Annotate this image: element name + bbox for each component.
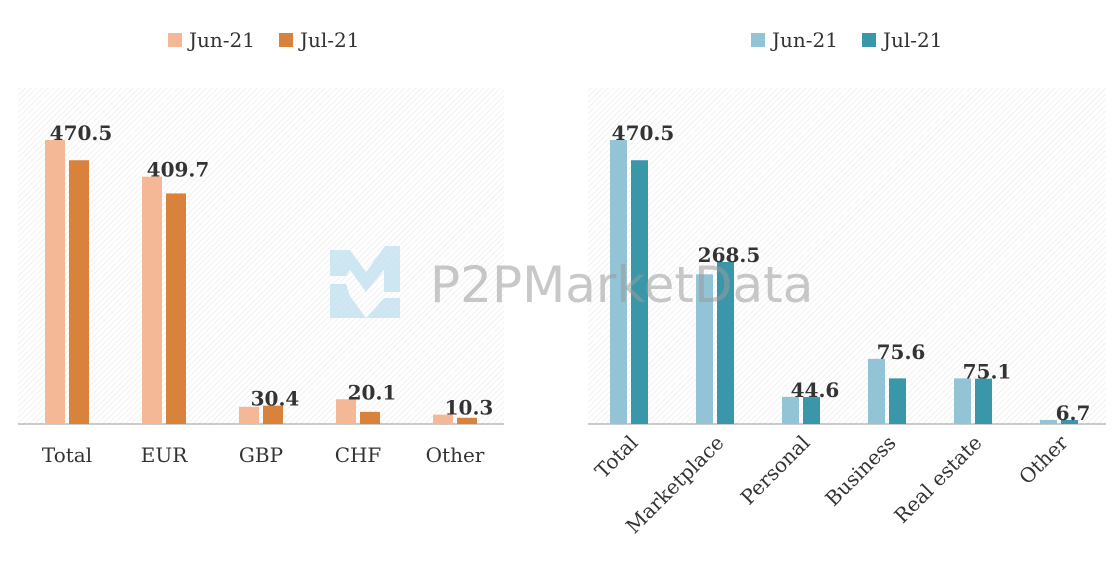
- data-label-marketplace: 268.5: [698, 243, 761, 267]
- bar-marketplace-jun21: [696, 274, 713, 424]
- x-tick-label-business: Business: [820, 431, 900, 511]
- bar-personal-jun21: [782, 396, 799, 424]
- bar-eur-jun21: [142, 176, 162, 424]
- data-label-other: 10.3: [445, 396, 494, 420]
- x-tick-label-gbp: GBP: [239, 443, 283, 467]
- bar-business-jul21: [889, 378, 906, 424]
- data-label-real-estate: 75.1: [963, 359, 1012, 383]
- x-tick-labels: Total EUR GBP CHF Other: [42, 443, 485, 467]
- x-tick-label-real-estate: Real estate: [889, 431, 986, 528]
- x-tick-label-personal: Personal: [736, 431, 815, 510]
- data-label-personal: 44.6: [791, 378, 840, 402]
- bar-gbp-jul21: [263, 405, 283, 424]
- bar-personal-jul21: [803, 397, 820, 424]
- bar-gbp-jun21: [239, 406, 259, 424]
- data-label-other: 6.7: [1056, 401, 1091, 425]
- data-label-business: 75.6: [877, 340, 926, 364]
- bar-total-jun21: [610, 140, 627, 424]
- x-tick-label-other: Other: [1014, 430, 1073, 489]
- bars: [610, 140, 1078, 424]
- x-tick-label-total: Total: [42, 443, 92, 467]
- legend-swatch-jun21: [168, 33, 182, 47]
- bar-marketplace-jul21: [717, 261, 734, 424]
- bar-other-jun21: [1040, 419, 1057, 424]
- x-tick-label-chf: CHF: [335, 443, 382, 467]
- bar-business-jun21: [868, 358, 885, 424]
- bar-total-jun21: [45, 140, 65, 424]
- bar-chf-jul21: [360, 411, 380, 424]
- bar-total-jul21: [69, 160, 89, 424]
- legend: Jun-21 Jul-21: [751, 28, 943, 52]
- data-label-eur: 409.7: [147, 158, 210, 182]
- bars: [45, 140, 477, 424]
- data-label-chf: 20.1: [348, 380, 397, 404]
- watermark: P2PMarketData: [330, 246, 813, 318]
- legend-label-jul21: Jul-21: [881, 28, 943, 52]
- legend-swatch-jun21: [751, 33, 765, 47]
- currency-chart: Jun-21 Jul-21 470.5 409.7 30.4 20.1 10.3 Tot…: [18, 28, 504, 467]
- p2pmarketdata-logo-icon: [330, 246, 400, 318]
- bar-eur-jul21: [166, 193, 186, 424]
- x-tick-label-other: Other: [426, 443, 485, 467]
- legend-label-jul21: Jul-21: [298, 28, 360, 52]
- bar-other-jul21: [457, 417, 477, 424]
- data-labels: 470.5 268.5 44.6 75.6 75.1 6.7: [612, 121, 1091, 425]
- watermark-text: P2PMarketData: [430, 256, 813, 314]
- legend-label-jun21: Jun-21: [770, 28, 838, 52]
- bar-total-jul21: [631, 160, 648, 424]
- legend-label-jun21: Jun-21: [187, 28, 255, 52]
- bar-other-jul21: [1061, 419, 1078, 424]
- data-labels: 470.5 409.7 30.4 20.1 10.3: [50, 121, 494, 420]
- data-label-gbp: 30.4: [251, 387, 300, 411]
- bar-other-jun21: [433, 414, 453, 424]
- x-tick-label-total: Total: [590, 431, 642, 483]
- plot-area-background: [588, 88, 1106, 425]
- data-label-total: 470.5: [50, 121, 113, 145]
- bar-chf-jun21: [336, 399, 356, 424]
- plot-area-background: [18, 88, 504, 425]
- legend: Jun-21 Jul-21: [168, 28, 360, 52]
- legend-swatch-jul21: [279, 33, 293, 47]
- legend-swatch-jul21: [862, 33, 876, 47]
- bar-real-estate-jun21: [954, 378, 971, 424]
- x-tick-label-eur: EUR: [141, 443, 188, 467]
- data-label-total: 470.5: [612, 121, 675, 145]
- bar-real-estate-jul21: [975, 378, 992, 424]
